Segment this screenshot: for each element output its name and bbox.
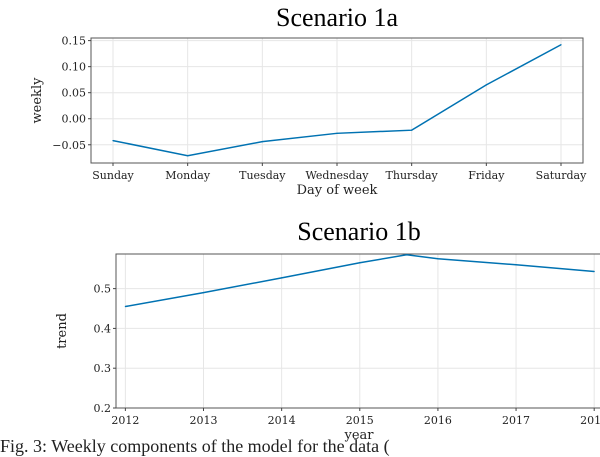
chart-title: Scenario 1b — [297, 217, 420, 246]
x-tick-label: 2016 — [424, 414, 452, 427]
data-point — [202, 291, 205, 294]
y-tick-label: 0.2 — [94, 402, 112, 415]
data-point — [281, 277, 283, 279]
x-tick-label: 2013 — [190, 414, 218, 427]
plot-frame — [115, 253, 600, 409]
data-point — [336, 132, 338, 134]
x-tick-label: 2012 — [111, 414, 139, 427]
chart-scenario-1a: Scenario 1a 0.15 0.10 0.05 0.00 −0.05 Sunday Mo… — [30, 3, 587, 198]
y-tick-label: 0.10 — [62, 61, 87, 74]
data-line — [125, 254, 595, 308]
x-axis-label: Day of week — [297, 183, 378, 198]
chart-title: Scenario 1a — [276, 3, 398, 32]
y-tick-label: 0.05 — [62, 87, 87, 100]
data-point — [124, 305, 126, 308]
y-tick-label: 0.5 — [94, 283, 112, 296]
y-tick-label: −0.05 — [52, 139, 86, 152]
y-tick-label: 0.00 — [62, 113, 87, 126]
x-tick-label: 2014 — [268, 414, 296, 427]
x-tick-label: 2018 — [580, 414, 600, 427]
x-tick-label: Saturday — [536, 169, 587, 182]
data-point — [112, 140, 114, 142]
y-axis-label: trend — [55, 313, 70, 349]
data-point — [515, 264, 517, 266]
data-point — [406, 254, 408, 256]
y-tick-label: 0.3 — [94, 362, 112, 375]
data-point — [261, 141, 263, 143]
x-tick-label: Tuesday — [239, 169, 286, 182]
x-tick-label: Monday — [165, 169, 211, 182]
data-point — [485, 84, 487, 86]
data-point — [359, 262, 361, 264]
data-point — [560, 44, 562, 46]
x-tick-label: Sunday — [92, 169, 134, 182]
x-tick-label: 2015 — [346, 414, 374, 427]
y-axis-label: weekly — [30, 77, 45, 124]
x-tick-label: Wednesday — [305, 169, 369, 182]
x-tick-label: 2017 — [502, 414, 530, 427]
x-tick-label: Friday — [468, 169, 505, 182]
data-point — [593, 270, 595, 273]
data-point — [411, 129, 413, 131]
data-point — [187, 155, 189, 157]
figure-caption: Fig. 3: Weekly components of the model f… — [0, 436, 390, 456]
y-tick-label: 0.4 — [94, 322, 112, 335]
data-point — [437, 258, 439, 260]
y-tick-label: 0.15 — [62, 35, 87, 48]
x-tick-label: Thursday — [386, 169, 439, 182]
x-axis-label: year — [343, 428, 374, 443]
